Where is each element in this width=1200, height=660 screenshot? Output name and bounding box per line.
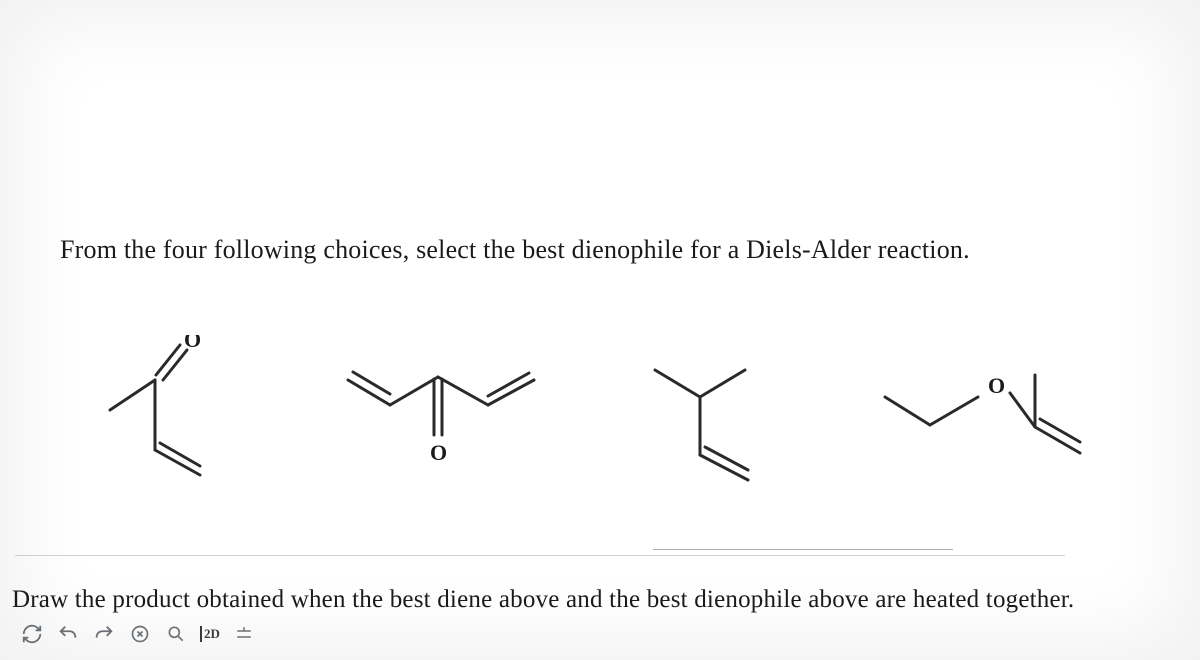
mol-choice-4[interactable]: O <box>870 335 1090 485</box>
close-circle-icon[interactable] <box>128 622 152 646</box>
redo-icon[interactable] <box>92 622 116 646</box>
subquestion-text: Draw the product obtained when the best … <box>12 586 1074 614</box>
oxygen-label: O <box>430 440 447 465</box>
mol-choice-2[interactable]: O <box>330 335 550 485</box>
zoom-icon[interactable] <box>164 622 188 646</box>
divider-short <box>653 549 953 550</box>
drawing-toolbar: 2D <box>20 622 256 646</box>
oxygen-label: O <box>184 335 201 352</box>
oxygen-label: O <box>988 373 1005 398</box>
divider-line <box>15 555 1065 556</box>
mode-2d-button[interactable]: 2D <box>200 626 220 642</box>
expand-icon[interactable] <box>232 622 256 646</box>
undo-icon[interactable] <box>56 622 80 646</box>
question-text: From the four following choices, select … <box>60 235 970 265</box>
mol-choice-1[interactable]: O <box>80 335 260 485</box>
mol-choice-3[interactable] <box>620 335 800 485</box>
molecule-choices: O O <box>80 335 980 485</box>
refresh-icon[interactable] <box>20 622 44 646</box>
